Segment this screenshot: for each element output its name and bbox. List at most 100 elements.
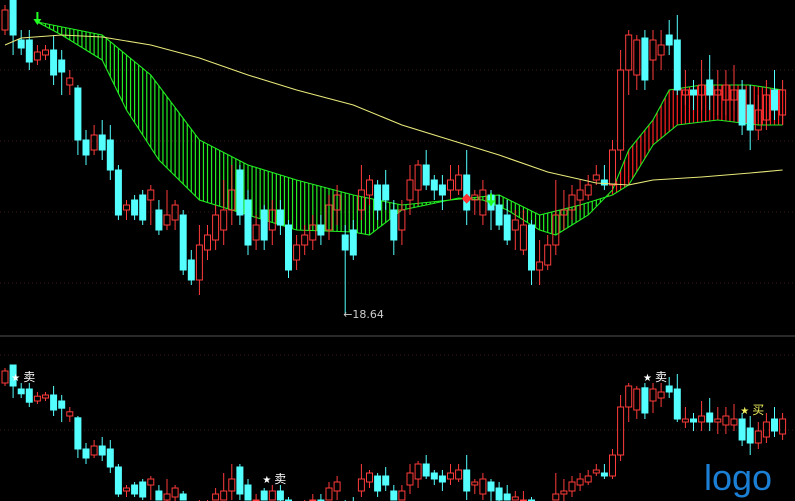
candle-body — [463, 469, 471, 492]
candle-body — [333, 194, 341, 211]
candle — [406, 464, 414, 494]
candle-body — [1, 9, 9, 31]
candle — [90, 125, 98, 155]
candle — [430, 470, 438, 485]
candle-body — [560, 209, 568, 216]
candle-body — [163, 493, 171, 501]
candle-body — [82, 448, 90, 459]
candle-body — [123, 204, 130, 211]
candle-body — [600, 472, 608, 477]
candle — [268, 485, 276, 501]
candle — [268, 200, 276, 245]
candle-body — [438, 184, 446, 196]
candle-body — [131, 199, 139, 216]
candle — [25, 383, 33, 407]
candle-body — [455, 174, 463, 191]
candle-body — [471, 194, 479, 201]
lower-indicator-pane: ★ 卖★ 卖★ 卖★ 买 — [1, 364, 787, 501]
candle — [681, 70, 689, 105]
candle — [690, 80, 697, 110]
candle — [438, 175, 446, 210]
candle-body — [317, 224, 325, 236]
candle-body — [106, 448, 114, 468]
candle-body — [341, 234, 349, 251]
candle-body — [600, 179, 608, 186]
candle — [754, 422, 762, 449]
candle-body — [66, 411, 74, 417]
candle-body — [25, 39, 33, 63]
candle-body — [390, 209, 398, 241]
candle — [617, 395, 625, 461]
candle-body — [1, 370, 9, 384]
candle-body — [398, 209, 406, 231]
candle-body — [447, 472, 454, 480]
candle-body — [771, 418, 778, 432]
candle — [649, 383, 657, 413]
candle — [50, 35, 58, 85]
candle — [382, 170, 390, 210]
candle — [228, 464, 236, 500]
candle — [584, 470, 592, 485]
candle — [641, 30, 649, 90]
candle — [147, 185, 155, 225]
candle — [414, 160, 422, 205]
candle — [528, 497, 535, 501]
candle — [106, 440, 114, 473]
candle — [398, 200, 406, 245]
candle — [155, 485, 163, 501]
candle — [252, 494, 260, 501]
candle-body — [430, 179, 438, 191]
candle-body — [123, 487, 130, 492]
candle-body — [309, 224, 317, 241]
candle — [252, 215, 260, 250]
candle-body — [382, 475, 390, 486]
candle-body — [260, 490, 268, 501]
ribbon-fast-line — [37, 21, 783, 236]
candle — [398, 485, 406, 501]
candle-body — [366, 472, 373, 483]
candle — [649, 30, 657, 80]
candle-body — [746, 104, 754, 131]
candle — [519, 210, 527, 255]
candle — [147, 476, 155, 500]
candle — [42, 392, 49, 401]
candle-body — [9, 0, 17, 36]
candle-body — [714, 418, 722, 423]
candle-body — [576, 478, 584, 486]
candle-body — [552, 493, 560, 501]
candle — [779, 80, 787, 125]
candle-body — [568, 194, 576, 211]
candle-body — [536, 261, 544, 271]
moving-average-line — [4, 34, 783, 186]
candle — [665, 20, 673, 55]
candle — [50, 386, 58, 416]
candle — [762, 413, 770, 443]
candle — [722, 70, 730, 115]
candle — [495, 195, 503, 230]
candle — [349, 220, 357, 260]
candle-body — [268, 490, 276, 501]
candle — [430, 175, 438, 200]
candle — [244, 479, 252, 501]
candle-body — [730, 418, 738, 426]
candle-body — [398, 490, 406, 501]
candle-body — [503, 493, 511, 501]
candle — [746, 85, 754, 150]
candle — [576, 473, 584, 491]
candle — [366, 175, 373, 205]
candle-body — [414, 164, 422, 191]
candle — [204, 225, 211, 260]
candle-body — [374, 184, 382, 211]
candle-body — [722, 415, 730, 426]
candle-body — [268, 209, 276, 231]
candle — [771, 407, 778, 437]
candle-body — [487, 481, 495, 492]
candle-body — [212, 493, 220, 501]
candle-body — [33, 395, 41, 402]
candle — [236, 464, 244, 500]
candle — [625, 30, 633, 95]
candle — [333, 476, 341, 500]
candle — [673, 15, 681, 95]
candle-body — [252, 224, 260, 241]
candle-body — [33, 51, 41, 61]
